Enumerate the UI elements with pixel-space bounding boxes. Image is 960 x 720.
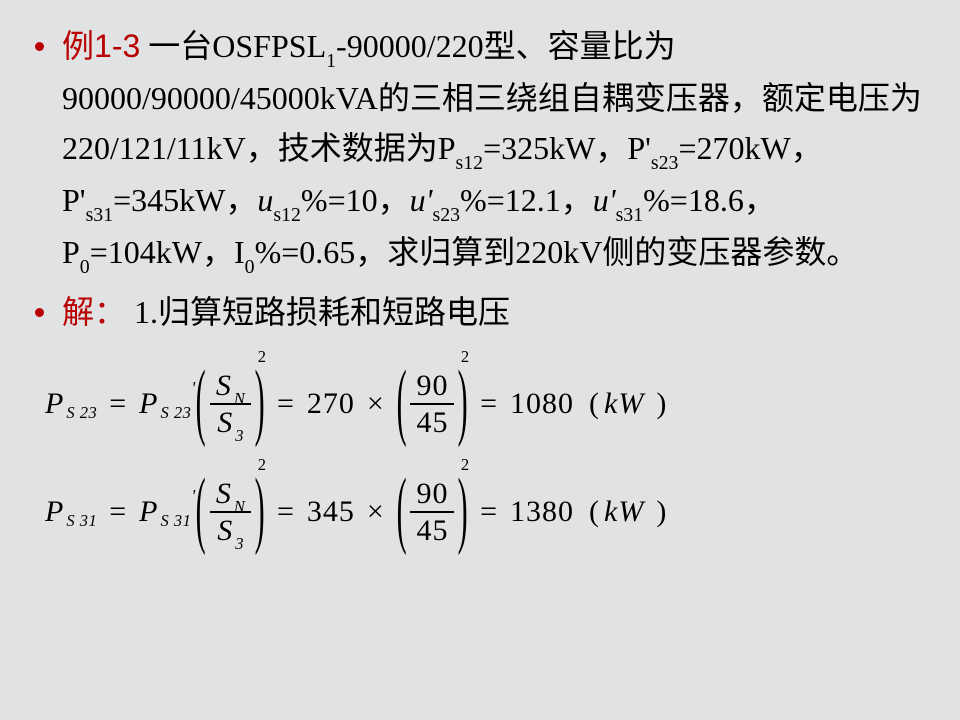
var-u: u <box>257 182 273 218</box>
equation-ps31: PS 31 = PS 31' ( SN S3 ) 2 = 345 × ( 90 <box>45 476 925 549</box>
value: 270 <box>307 387 355 421</box>
text-segment: %=10， <box>301 182 410 218</box>
bullet-problem: 例1-3 一台OSFPSL1-90000/220型、容量比为90000/9000… <box>35 22 925 280</box>
subscript: S 23 <box>158 403 191 423</box>
step-text: 1.归算短路损耗和短路电压 <box>134 294 510 330</box>
unit: kW <box>604 495 644 529</box>
right-paren: ) <box>656 495 667 529</box>
subscript: S 31 <box>158 511 191 531</box>
problem-text: 例1-3 一台OSFPSL1-90000/220型、容量比为90000/9000… <box>62 22 925 280</box>
right-paren: ) <box>656 387 667 421</box>
fraction: 90 45 <box>410 368 454 441</box>
solution-label: 解： <box>62 294 126 330</box>
superscript: 2 <box>461 347 470 367</box>
var-P: P <box>139 495 158 529</box>
times-sign: × <box>367 495 385 529</box>
eq-sign: = <box>277 387 295 421</box>
var-u: u' <box>593 182 616 218</box>
var-P: P <box>139 387 158 421</box>
subscript: s12 <box>456 152 484 174</box>
fraction: 90 45 <box>410 476 454 549</box>
text-segment: 一台OSFPSL <box>140 28 326 64</box>
text-segment: =325kW，P' <box>483 130 651 166</box>
superscript: 2 <box>461 455 470 475</box>
bullet-dot-icon <box>35 42 44 51</box>
eq-sign: = <box>109 387 127 421</box>
eq-sign: = <box>277 495 295 529</box>
left-paren: ( <box>589 387 600 421</box>
var-P: P <box>45 495 64 529</box>
eq-sign: = <box>480 495 498 529</box>
subscript: S 31 <box>64 511 97 531</box>
text-segment: %=12.1， <box>460 182 593 218</box>
var-u: u' <box>410 182 433 218</box>
paren-group: ( 90 45 ) 2 <box>397 368 468 441</box>
value: 345 <box>307 495 355 529</box>
eq-sign: = <box>480 387 498 421</box>
text-segment: =345kW， <box>113 182 257 218</box>
subscript: s23 <box>432 204 460 226</box>
superscript: 2 <box>258 455 267 475</box>
eq-sign: = <box>109 495 127 529</box>
subscript: 0 <box>245 256 255 278</box>
slide-content: 例1-3 一台OSFPSL1-90000/220型、容量比为90000/9000… <box>0 0 960 549</box>
subscript: s31 <box>86 204 114 226</box>
bullet-solution: 解： 1.归算短路损耗和短路电压 <box>35 288 925 338</box>
paren-group: ( SN S3 ) 2 <box>196 368 265 441</box>
solution-text: 解： 1.归算短路损耗和短路电压 <box>62 288 510 338</box>
times-sign: × <box>367 387 385 421</box>
superscript: 2 <box>258 347 267 367</box>
equation-ps23: PS 23 = PS 23' ( SN S3 ) 2 = 270 × ( 90 <box>45 368 925 441</box>
example-label: 例1-3 <box>62 28 140 64</box>
left-paren: ( <box>589 495 600 529</box>
result-value: 1380 <box>510 495 574 529</box>
text-segment: =104kW，I <box>90 234 245 270</box>
bullet-dot-icon <box>35 308 44 317</box>
paren-group: ( 90 45 ) 2 <box>397 476 468 549</box>
fraction: SN S3 <box>210 368 252 441</box>
subscript: s23 <box>651 152 679 174</box>
subscript: s31 <box>616 204 644 226</box>
var-P: P <box>45 387 64 421</box>
unit: kW <box>604 387 644 421</box>
subscript: S 23 <box>64 403 97 423</box>
equation-block: PS 23 = PS 23' ( SN S3 ) 2 = 270 × ( 90 <box>35 368 925 549</box>
text-segment: %=0.65，求归算到220kV侧的变压器参数。 <box>255 234 859 270</box>
subscript: s12 <box>273 204 301 226</box>
subscript: 0 <box>80 256 90 278</box>
result-value: 1080 <box>510 387 574 421</box>
fraction: SN S3 <box>210 476 252 549</box>
paren-group: ( SN S3 ) 2 <box>196 476 265 549</box>
subscript: 1 <box>326 50 336 72</box>
